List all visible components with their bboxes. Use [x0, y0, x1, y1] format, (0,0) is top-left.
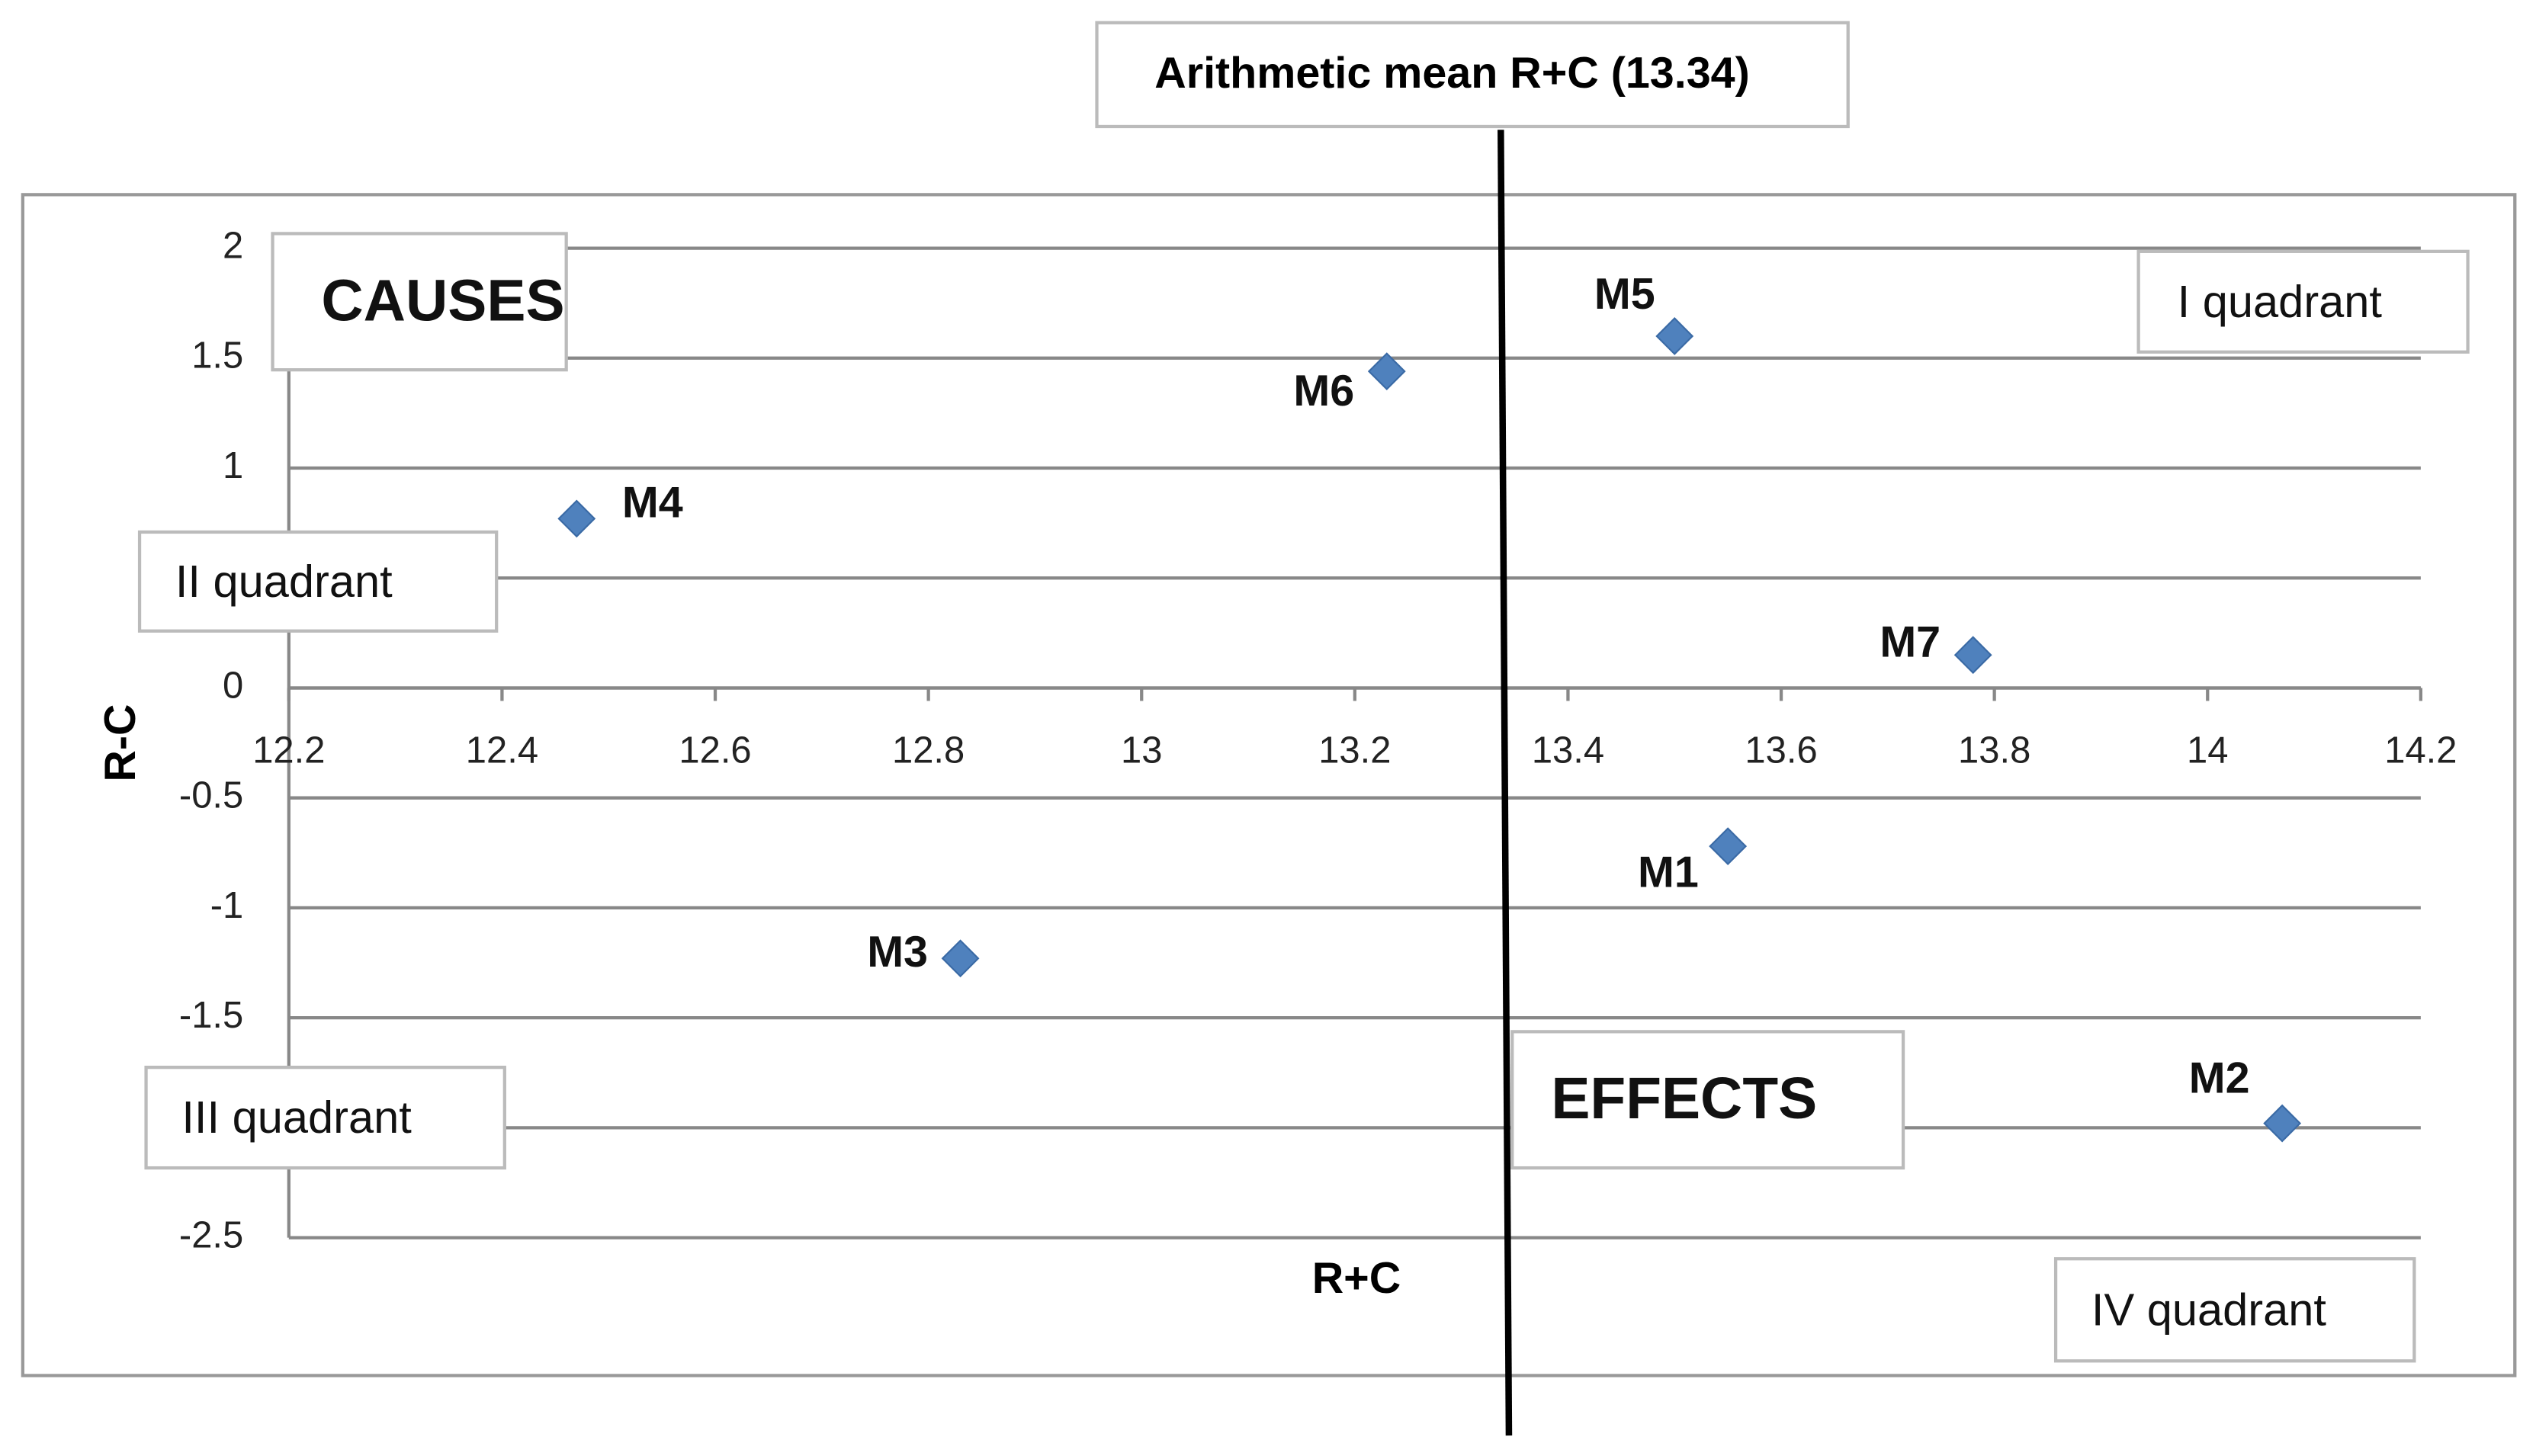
point-label: M2 — [2189, 1054, 2250, 1102]
y-tick-label: -0.5 — [179, 775, 243, 816]
point-label: M1 — [1638, 848, 1699, 897]
mean-label-box — [1095, 21, 1850, 129]
annotation-box — [144, 1066, 506, 1170]
plot-frame — [21, 193, 2517, 1377]
x-tick-label: 13.8 — [1958, 730, 2030, 771]
point — [1953, 636, 1992, 675]
mean-label: Arithmetic mean R+C (13.34) — [1154, 49, 1749, 98]
y-tick-label: 1 — [223, 445, 243, 486]
x-tick-label: 12.4 — [466, 730, 538, 771]
point — [1709, 827, 1748, 866]
point — [557, 499, 596, 538]
annotation-box — [271, 232, 568, 372]
y-tick-label: 2 — [223, 225, 243, 266]
mean-line — [1498, 130, 1513, 1436]
y-tick-label: -1.5 — [179, 995, 243, 1036]
point — [1367, 352, 1406, 391]
point — [941, 939, 980, 978]
x-tick-label: 12.2 — [252, 730, 325, 771]
x-axis-label: R+C — [1312, 1254, 1401, 1303]
annotation-box — [1510, 1030, 1905, 1170]
x-tick-label: 13 — [1121, 730, 1162, 771]
point-label: M5 — [1594, 270, 1655, 319]
point-label: M7 — [1880, 618, 1941, 667]
point-label: M4 — [622, 479, 683, 528]
point-label: M3 — [867, 928, 928, 977]
x-tick-label: 14.2 — [2384, 730, 2457, 771]
y-tick-label: -1 — [210, 885, 244, 926]
annotation-box — [2053, 1257, 2416, 1363]
x-tick-label: 13.6 — [1745, 730, 1817, 771]
y-tick-label: -2.5 — [179, 1215, 243, 1256]
annotation-box — [2136, 249, 2470, 354]
x-tick-label: 13.2 — [1318, 730, 1391, 771]
y-axis-label: R-C — [96, 704, 145, 782]
x-tick-label: 14 — [2187, 730, 2228, 771]
annotation: CAUSES — [321, 268, 564, 333]
annotation: IV quadrant — [2091, 1284, 2326, 1335]
y-tick-label: 0 — [223, 665, 243, 706]
x-tick-label: 13.4 — [1532, 730, 1604, 771]
annotation-box — [137, 530, 499, 633]
annotation: EFFECTS — [1551, 1066, 1817, 1131]
x-tick-label: 12.6 — [679, 730, 751, 771]
y-tick-label: 1.5 — [191, 335, 243, 377]
annotation: I quadrant — [2178, 276, 2383, 327]
annotation: III quadrant — [181, 1092, 412, 1143]
point — [2263, 1104, 2302, 1143]
x-tick-label: 12.8 — [892, 730, 965, 771]
point-label: M6 — [1293, 367, 1354, 415]
annotation: II quadrant — [175, 556, 393, 607]
point — [1655, 317, 1694, 355]
